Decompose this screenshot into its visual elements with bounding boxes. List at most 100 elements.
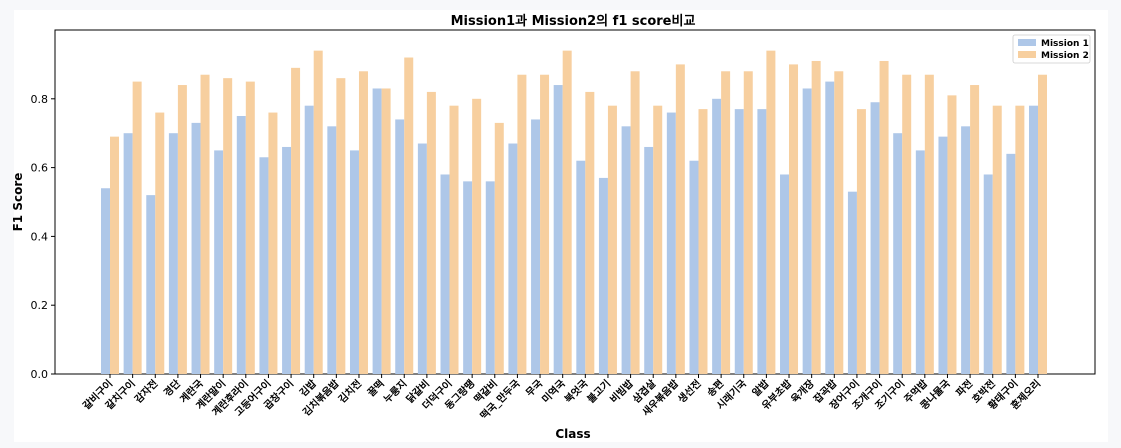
bar-mission1-9	[304, 105, 314, 375]
bar-mission1-4	[191, 122, 201, 374]
bar-mission2-6	[245, 81, 255, 374]
y-tick-label: 0.8	[31, 93, 49, 106]
bar-mission2-24	[653, 105, 663, 375]
bar-mission2-10	[336, 78, 346, 374]
x-tick-label: 불고기	[584, 377, 613, 406]
bar-mission1-13	[395, 119, 405, 374]
bar-mission2-3	[177, 85, 187, 374]
bar-mission2-26	[698, 109, 708, 375]
y-tick-label: 0.4	[31, 230, 49, 243]
bar-mission2-40	[1015, 105, 1025, 375]
legend: Mission 1 Mission 2	[1012, 34, 1091, 64]
bar-mission1-41	[1029, 105, 1038, 375]
bar-mission1-1	[123, 133, 133, 374]
bar-mission2-9	[313, 50, 323, 374]
legend-swatch-mission2	[1018, 51, 1036, 58]
bar-mission2-7	[268, 112, 278, 374]
bar-mission1-11	[349, 150, 359, 374]
bar-mission1-34	[870, 102, 880, 375]
bar-mission2-32	[834, 71, 844, 374]
bar-mission2-31	[811, 60, 821, 375]
bar-mission1-30	[780, 174, 790, 374]
bar-mission2-17	[494, 122, 504, 374]
bar-mission2-8	[291, 67, 301, 374]
bar-mission1-29	[757, 109, 767, 375]
x-tick-label: 비빔밥	[607, 376, 636, 405]
y-tick-label: 0.0	[31, 368, 49, 381]
x-tick-label: 육개장	[788, 376, 817, 405]
bar-mission2-20	[562, 50, 572, 374]
bar-mission1-8	[282, 146, 292, 374]
bar-mission2-27	[721, 71, 731, 374]
y-axis-title: F1 Score	[11, 173, 25, 232]
bar-mission1-6	[236, 116, 246, 374]
bar-mission1-31	[802, 88, 812, 374]
bar-mission1-3	[168, 133, 178, 374]
bar-mission2-33	[856, 109, 866, 375]
plot-area	[54, 29, 1096, 375]
bar-mission2-15	[449, 105, 459, 375]
x-tick-label: 감자전	[132, 377, 161, 406]
bar-mission1-15	[440, 174, 450, 374]
bar-mission1-39	[983, 174, 993, 374]
bar-mission1-17	[485, 181, 495, 374]
bar-mission2-4	[200, 74, 210, 374]
bar-mission2-16	[472, 98, 482, 375]
bar-mission1-20	[553, 85, 563, 374]
bar-mission2-1	[132, 81, 142, 374]
bar-mission2-30	[789, 64, 799, 375]
bar-mission1-7	[259, 157, 269, 374]
bar-mission1-24	[644, 146, 654, 374]
bar-mission1-19	[531, 119, 541, 374]
bars-group	[101, 50, 1047, 375]
bar-mission2-38	[970, 85, 980, 374]
bar-mission1-37	[938, 136, 948, 374]
bar-mission2-18	[517, 74, 527, 374]
bar-mission2-36	[924, 74, 934, 374]
bar-mission1-40	[1006, 153, 1016, 374]
bar-mission2-12	[381, 88, 391, 374]
bar-mission1-36	[915, 150, 925, 374]
bar-mission2-39	[992, 105, 1002, 375]
bar-mission2-37	[947, 95, 957, 375]
bar-mission1-23	[621, 126, 631, 374]
bar-mission1-0	[101, 188, 110, 374]
chart-title: Mission1과 Mission2의 f1 score비교	[451, 13, 696, 29]
bar-mission2-19	[540, 74, 550, 374]
bar-mission1-5	[214, 150, 224, 374]
x-tick-label: 북엇국	[562, 377, 591, 406]
bar-mission2-0	[110, 136, 119, 374]
bar-mission2-14	[426, 91, 436, 375]
bar-mission2-2	[155, 112, 165, 374]
x-axis-title: Class	[555, 427, 590, 441]
bar-mission2-21	[585, 91, 595, 375]
bar-mission2-29	[766, 50, 776, 374]
bar-mission2-23	[630, 71, 640, 374]
legend-label-mission1: Mission 1	[1041, 39, 1089, 49]
bar-mission1-38	[961, 126, 971, 374]
bar-mission2-22	[607, 105, 617, 375]
bar-mission2-35	[902, 74, 912, 374]
bar-mission1-14	[417, 143, 427, 374]
bar-mission1-25	[666, 112, 676, 374]
bar-mission2-13	[404, 57, 414, 375]
bar-mission1-26	[689, 160, 699, 374]
bar-mission1-28	[734, 109, 744, 375]
bar-mission2-28	[743, 71, 753, 374]
bar-mission1-33	[847, 191, 857, 374]
bar-mission2-25	[675, 64, 685, 375]
bar-mission1-32	[825, 81, 835, 374]
x-tick-label: 누룽지	[381, 377, 410, 406]
bar-mission2-5	[223, 78, 233, 374]
bar-mission1-18	[508, 143, 518, 374]
y-axis: 0.0 0.2 0.4 0.6 0.8	[31, 93, 55, 381]
bar-mission2-11	[358, 71, 368, 374]
y-tick-label: 0.2	[31, 299, 49, 312]
bar-mission2-34	[879, 60, 889, 375]
bar-mission1-35	[893, 133, 903, 374]
x-tick-label: 미역국	[539, 377, 568, 406]
bar-mission1-2	[146, 195, 156, 374]
bar-mission1-10	[327, 126, 337, 374]
